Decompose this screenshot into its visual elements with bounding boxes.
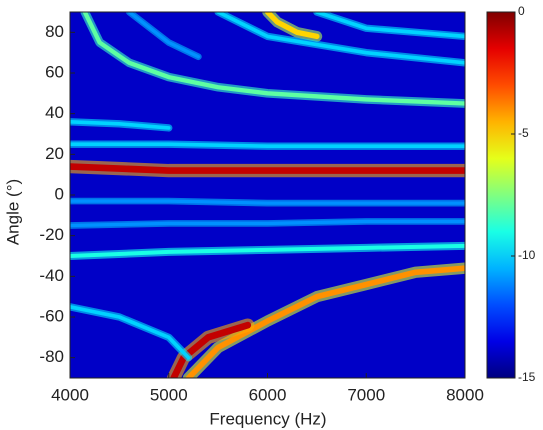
colorbar: 0 -5 -10 -15 [486, 4, 536, 384]
ridge [216, 12, 465, 65]
y-tick-label: 60 [45, 62, 64, 81]
y-tick-label: 20 [45, 144, 64, 163]
ridge [70, 304, 191, 360]
x-tick-label: 5000 [150, 385, 188, 404]
y-tick-label: 40 [45, 103, 64, 122]
colorbar-tick-label: -10 [518, 248, 536, 262]
x-tick-label: 7000 [347, 385, 385, 404]
x-tick-label: 8000 [446, 385, 484, 404]
y-tick-label: -20 [39, 225, 64, 244]
colorbar-fill [486, 11, 516, 379]
x-tick-label: 6000 [249, 385, 287, 404]
y-tick-label: 80 [45, 22, 64, 41]
y-tick-label: -80 [39, 347, 64, 366]
ridge [127, 12, 201, 59]
y-tick-label: 0 [55, 184, 64, 203]
ridge [70, 243, 465, 258]
y-tick-label: -60 [39, 306, 64, 325]
ridge [70, 163, 465, 174]
ridge [70, 142, 465, 149]
ridge [315, 12, 465, 39]
ridge [70, 219, 465, 228]
y-axis-label: Angle (°) [3, 179, 22, 245]
y-tick-label: -40 [39, 266, 64, 285]
ridge [70, 119, 171, 130]
colorbar-tick-label: 0 [518, 4, 525, 18]
colorbar-tick-label: -15 [518, 370, 536, 384]
colorbar-tick-label: -5 [518, 126, 529, 140]
ridges [70, 12, 465, 378]
ridge [264, 12, 320, 40]
ridge [82, 12, 465, 106]
ridge [170, 321, 252, 378]
x-axis-label: Frequency (Hz) [209, 409, 326, 428]
ridge [70, 199, 465, 205]
x-tick-label: 4000 [51, 385, 89, 404]
ridge [185, 265, 465, 378]
